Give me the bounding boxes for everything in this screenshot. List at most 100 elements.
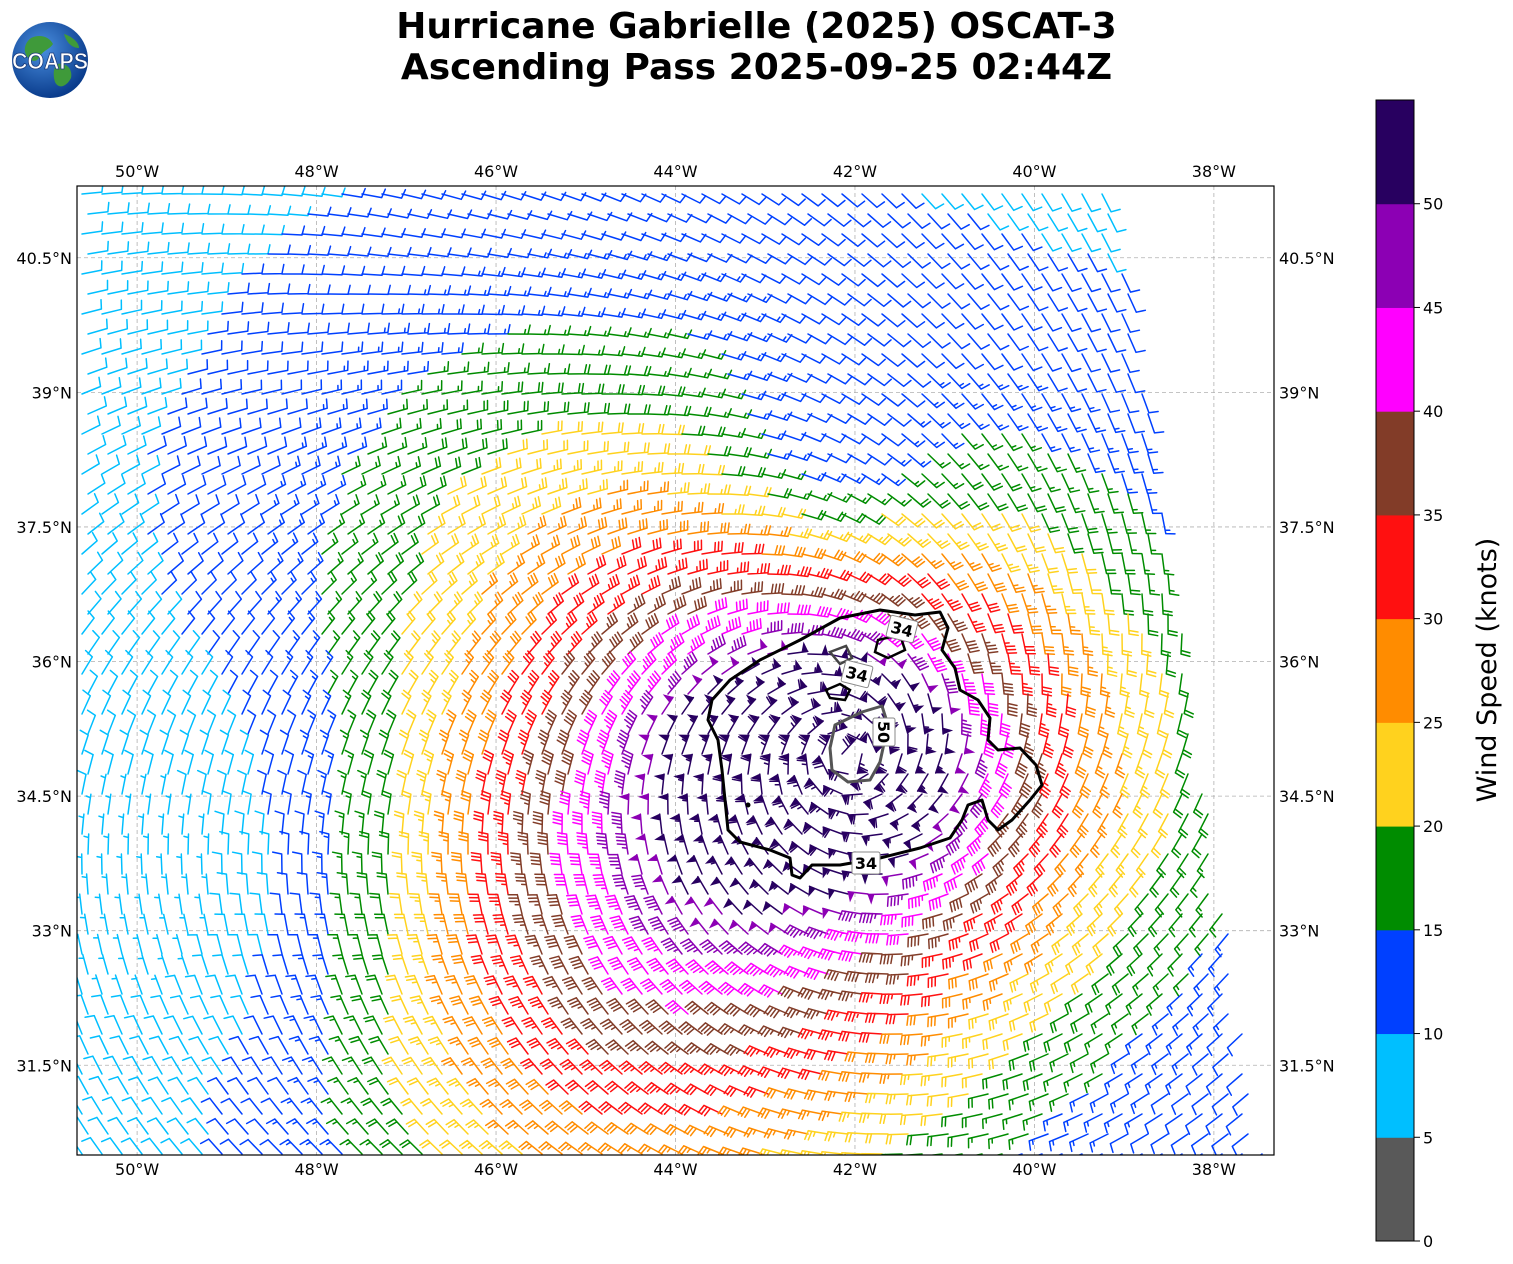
- wind-barb: [647, 251, 673, 262]
- wind-barb: [963, 913, 983, 933]
- wind-barb: [685, 854, 703, 875]
- wind-barb: [1067, 533, 1085, 554]
- lon-tick-label-top: 38°W: [1192, 162, 1236, 181]
- wind-barb: [627, 555, 647, 575]
- wind-barb: [340, 1097, 363, 1115]
- wind-barb: [161, 300, 183, 315]
- wind-barb: [687, 483, 711, 495]
- wind-barb: [657, 1144, 683, 1155]
- wind-barb: [383, 1015, 403, 1035]
- wind-barb: [181, 339, 203, 355]
- wind-barb: [767, 602, 790, 615]
- wind-barb: [447, 514, 466, 535]
- wind-barb: [341, 571, 358, 595]
- wind-barb: [1056, 813, 1069, 839]
- wind-barb: [460, 1057, 483, 1075]
- wind-barb: [1021, 273, 1043, 292]
- wind-barb: [161, 532, 179, 555]
- wind-barb: [1206, 1033, 1223, 1057]
- wind-barb: [970, 793, 984, 819]
- wind-barb: [1047, 613, 1063, 635]
- wind-barb: [1232, 1093, 1249, 1116]
- wind-barb: [1013, 853, 1029, 877]
- wind-barb: [194, 893, 203, 915]
- wind-barb: [247, 933, 263, 955]
- wind-barb: [1007, 293, 1030, 311]
- wind-barb: [1138, 1153, 1143, 1155]
- wind-barb: [899, 1113, 923, 1126]
- wind-barb: [210, 994, 229, 1015]
- wind-barb: [207, 933, 223, 955]
- wind-barb: [401, 571, 418, 595]
- wind-barb: [1213, 973, 1229, 997]
- wind-barb: [1063, 1073, 1083, 1093]
- wind-barb: [507, 438, 528, 455]
- wind-barb: [347, 474, 367, 495]
- wind-barb: [720, 753, 733, 775]
- wind-barb: [1001, 593, 1020, 614]
- colorbar-tick-label: 40: [1423, 402, 1443, 421]
- wind-barb: [1144, 1113, 1163, 1135]
- wind-barb: [638, 1019, 663, 1035]
- wind-barb: [185, 793, 192, 815]
- wind-barb: [224, 749, 235, 775]
- wind-barb: [330, 994, 349, 1015]
- wind-barb: [767, 714, 781, 735]
- wind-barb: [521, 650, 535, 675]
- colorbar-tick-label: 5: [1423, 1128, 1433, 1147]
- wind-barb: [1212, 1013, 1229, 1037]
- wind-barb: [661, 271, 687, 281]
- wind-barb: [738, 941, 763, 956]
- wind-barb: [121, 415, 141, 435]
- wind-barb: [621, 749, 634, 775]
- wind-barb: [1098, 1153, 1103, 1155]
- lat-tick-label-left: 34.5°N: [16, 787, 72, 806]
- wind-barb: [740, 753, 752, 775]
- wind-barb: [1143, 693, 1155, 718]
- wind-barb: [621, 612, 639, 635]
- wind-barb: [187, 320, 209, 335]
- wind-barb: [987, 413, 1010, 431]
- wind-barb: [537, 729, 550, 755]
- wind-barb: [621, 193, 647, 203]
- wind-barb: [1187, 953, 1203, 977]
- wind-barb: [1001, 513, 1022, 532]
- wind-barb: [567, 325, 592, 337]
- wind-barb: [824, 1130, 849, 1142]
- wind-barb: [447, 361, 470, 375]
- wind-barb: [1027, 573, 1045, 594]
- wind-barb: [864, 1012, 889, 1024]
- wind-barb: [761, 657, 782, 675]
- wind-barb: [559, 790, 571, 815]
- wind-barb: [563, 935, 583, 955]
- wind-barb: [684, 1000, 709, 1015]
- wind-barb: [633, 773, 646, 795]
- wind-barb: [181, 532, 199, 555]
- wind-barb: [267, 1076, 289, 1095]
- wind-barb: [707, 674, 723, 695]
- wind-barb: [227, 282, 250, 295]
- wind-barb: [1081, 313, 1102, 333]
- wind-barb: [1185, 1113, 1203, 1135]
- wind-barb: [643, 895, 663, 915]
- wind-barb: [663, 1082, 689, 1095]
- wind-barb: [787, 678, 808, 695]
- wind-barb: [605, 1039, 629, 1055]
- wind-barb: [1008, 1093, 1029, 1111]
- contour-34kt: [706, 608, 1044, 880]
- wind-barb: [321, 493, 340, 515]
- wind-barb: [763, 1128, 789, 1139]
- wind-barb: [587, 592, 605, 615]
- wind-barb: [1051, 793, 1064, 819]
- wind-barb: [1001, 233, 1024, 251]
- wind-barb: [781, 584, 806, 596]
- wind-barb: [1018, 773, 1033, 799]
- contour-label-0: 34: [885, 614, 919, 644]
- wind-barb: [341, 689, 352, 715]
- wind-barb: [1061, 473, 1081, 493]
- wind-barb: [1069, 1053, 1089, 1074]
- wind-barb: [941, 1073, 963, 1088]
- wind-barb: [621, 536, 642, 555]
- wind-barb: [900, 953, 923, 967]
- wind-barb: [1107, 573, 1122, 595]
